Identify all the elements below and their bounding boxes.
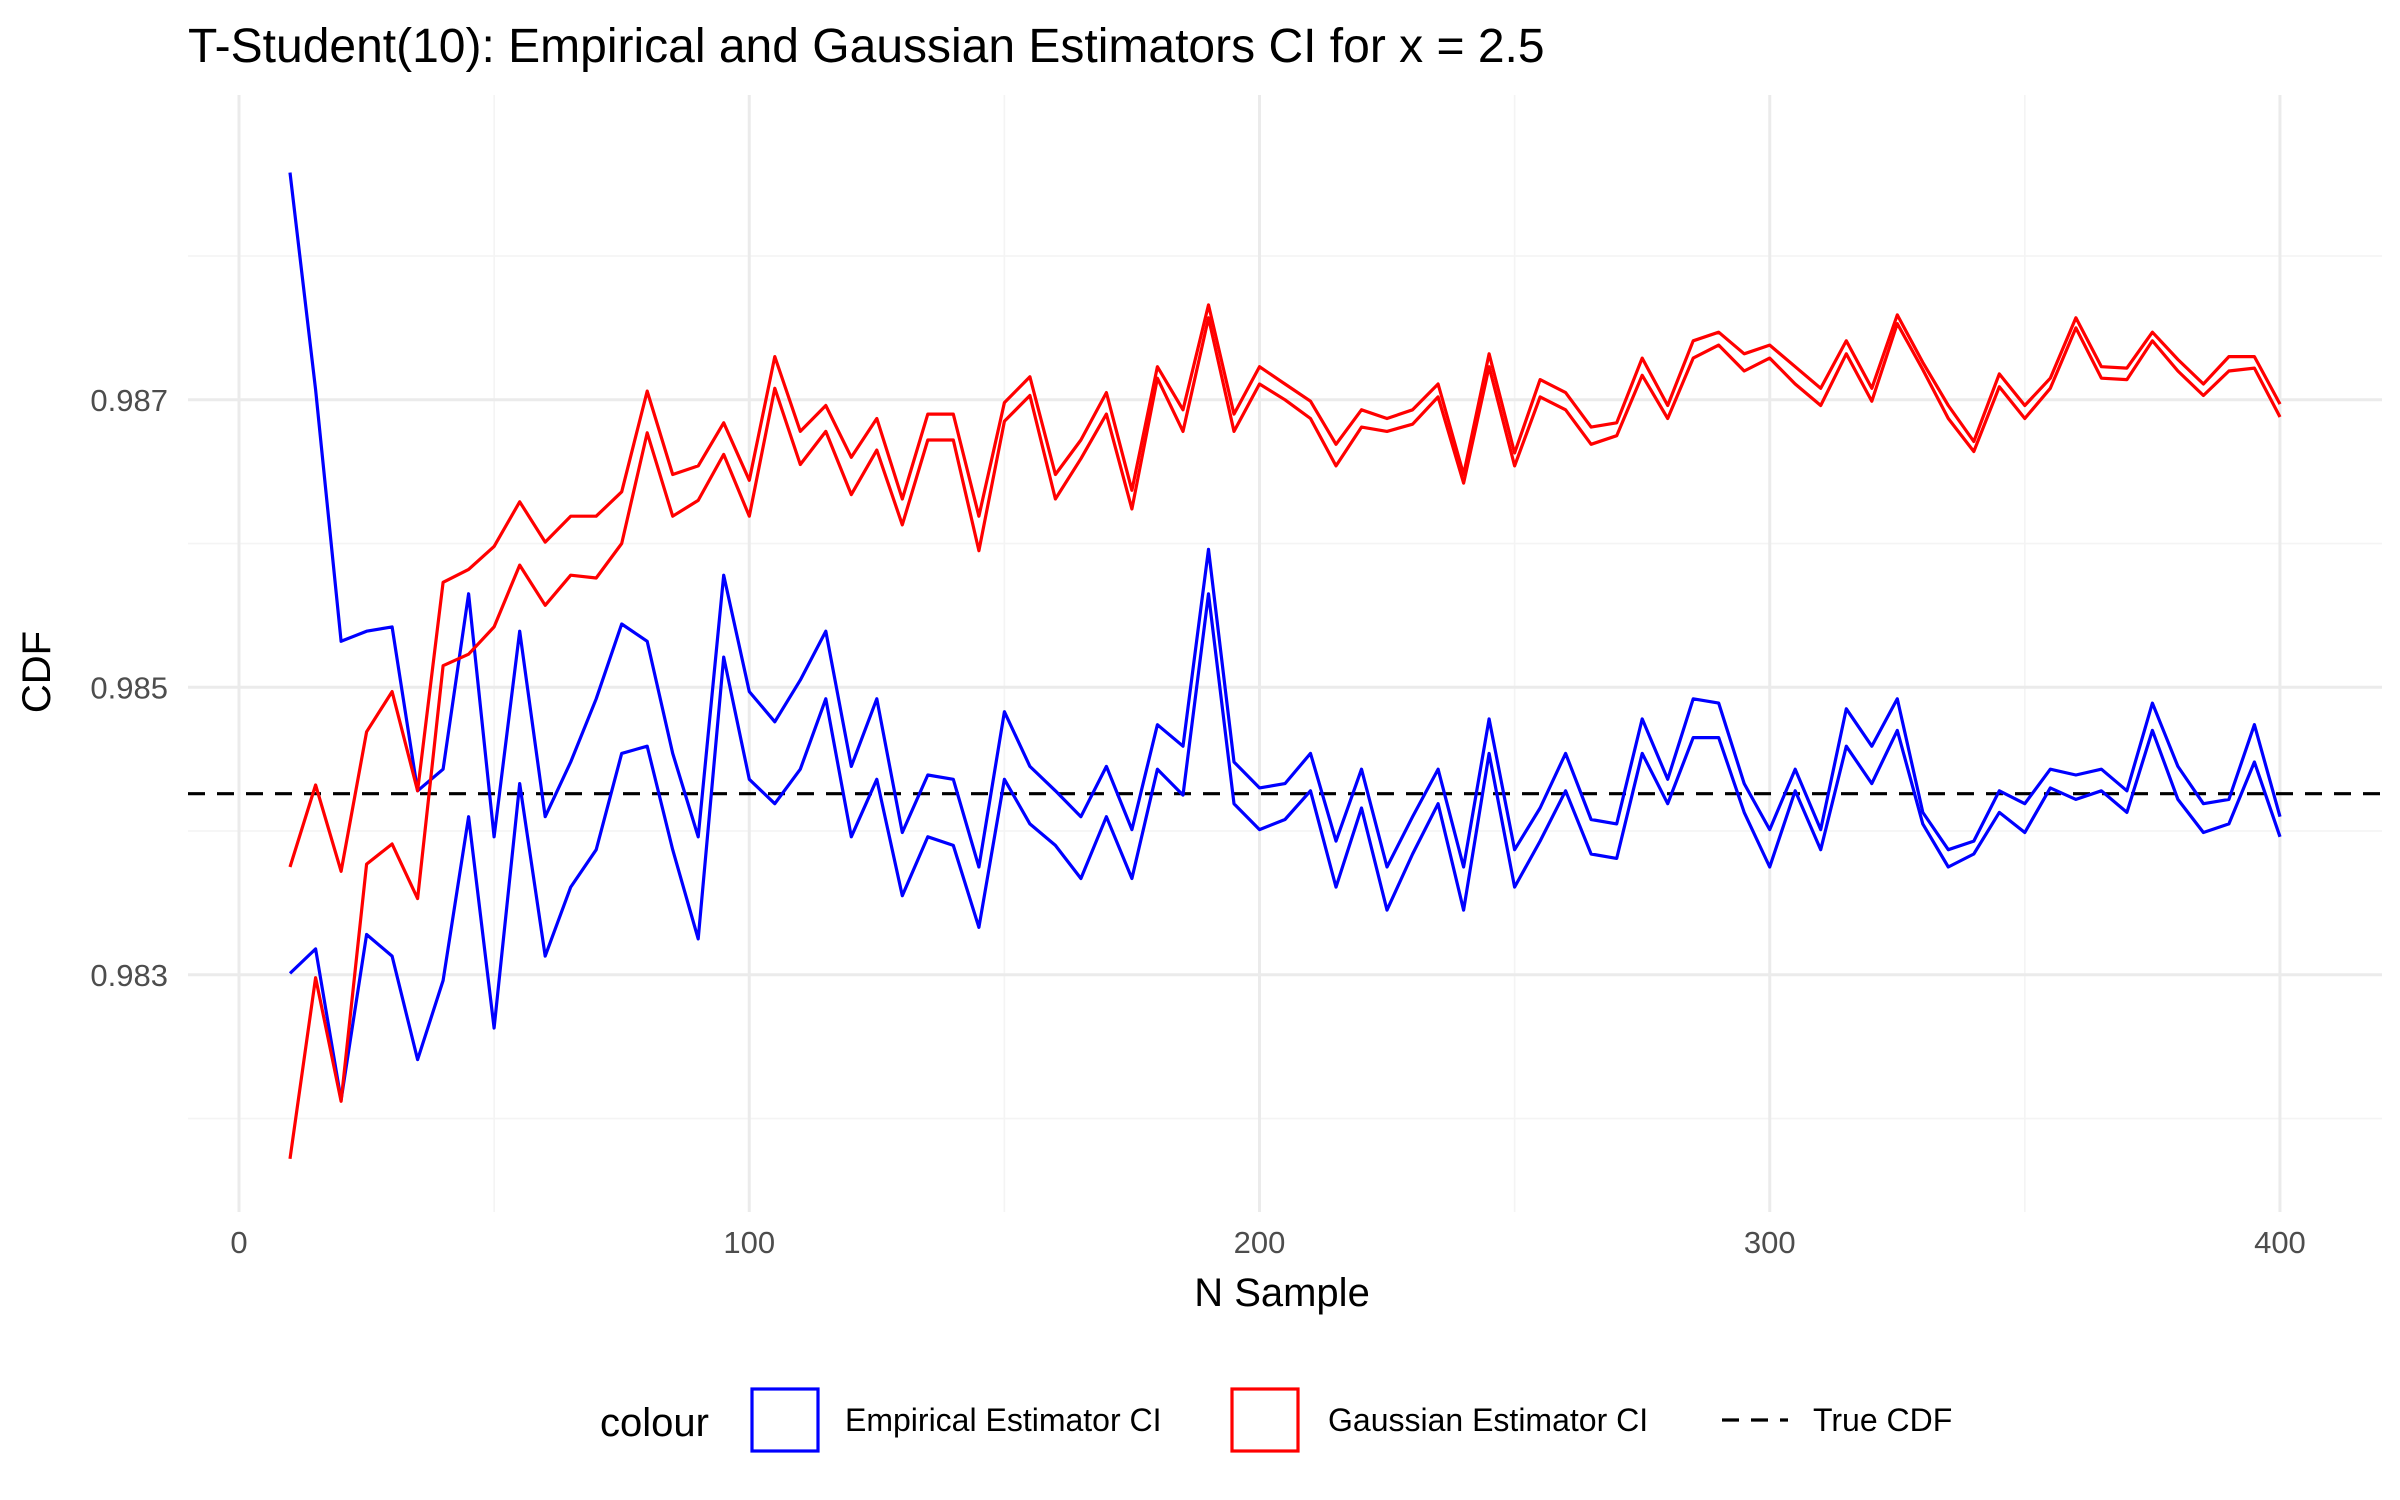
gaussian-estimator-ci-upper-line (288, 303, 2282, 873)
legend-key-gaussian-estimator-ci (1230, 1387, 1300, 1453)
chart-title: T-Student(10): Empirical and Gaussian Es… (188, 20, 1545, 73)
gaussian-estimator-ci-lower-line (288, 316, 2282, 1160)
empirical-estimator-ci-lower-line (288, 592, 2282, 1102)
y-axis-ticks: 0.983 0.985 0.987 (90, 383, 168, 993)
y-tick-label: 0.983 (90, 958, 168, 993)
legend-label-true-cdf: True CDF (1813, 1402, 1952, 1438)
grid (188, 95, 2382, 1212)
legend-label-empirical-estimator-ci: Empirical Estimator CI (845, 1402, 1162, 1438)
x-tick-label: 400 (2254, 1225, 2306, 1260)
series-lines (288, 172, 2282, 1160)
x-tick-label: 100 (723, 1225, 775, 1260)
y-tick-label: 0.985 (90, 670, 168, 705)
legend: colour Empirical Estimator CI Gaussian Est… (600, 1387, 1952, 1453)
x-axis-ticks: 0 100 200 300 400 (230, 1225, 2305, 1260)
legend-key-empirical-estimator-ci (750, 1387, 820, 1453)
legend-label-gaussian-estimator-ci: Gaussian Estimator CI (1328, 1402, 1648, 1438)
empirical-estimator-ci-upper-line (288, 172, 2282, 869)
x-tick-label: 300 (1744, 1225, 1796, 1260)
y-axis-title: CDF (15, 631, 59, 713)
x-axis-title: N Sample (1194, 1271, 1370, 1315)
x-tick-label: 0 (230, 1225, 247, 1260)
legend-title: colour (600, 1401, 709, 1445)
y-tick-label: 0.987 (90, 383, 168, 418)
x-tick-label: 200 (1234, 1225, 1286, 1260)
